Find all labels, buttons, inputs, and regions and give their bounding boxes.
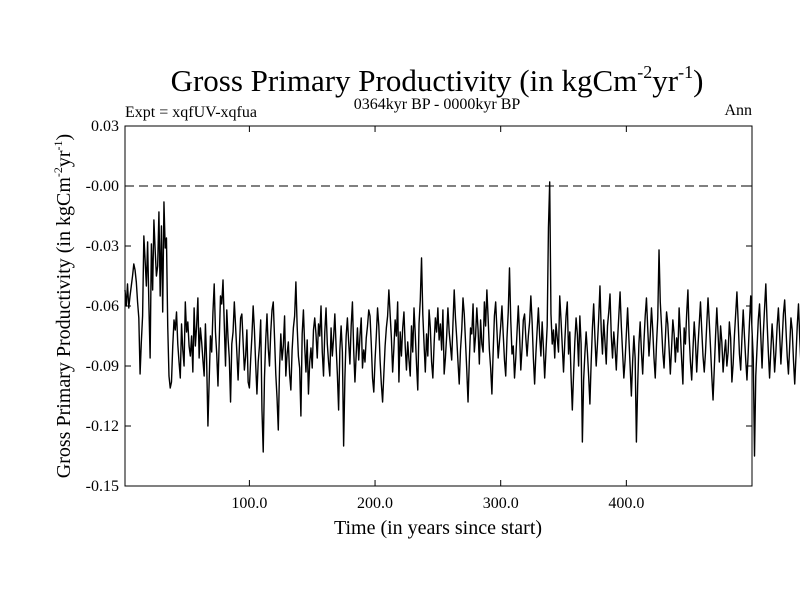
time-range-label: 0364kyr BP - 0000kyr BP bbox=[354, 96, 521, 113]
chart-title: Gross Primary Productivity (in kgCm-2yr-… bbox=[171, 62, 704, 98]
y-tick-label: -0.06 bbox=[86, 298, 119, 315]
gpp-series-line bbox=[124, 181, 800, 457]
x-tick-label: 400.0 bbox=[608, 495, 644, 512]
experiment-label: Expt = xqfUV-xqfua bbox=[125, 104, 257, 121]
x-tick-label: 200.0 bbox=[357, 495, 393, 512]
y-axis-label: Gross Primary Productivity (in kgCm-2yr-… bbox=[51, 134, 75, 478]
y-tick-label: -0.15 bbox=[86, 478, 119, 495]
y-tick-label: -0.00 bbox=[86, 178, 119, 195]
x-axis-label: Time (in years since start) bbox=[334, 517, 542, 539]
y-tick-label: -0.12 bbox=[86, 418, 119, 435]
y-tick-label: -0.09 bbox=[86, 358, 119, 375]
y-tick-label: -0.03 bbox=[86, 238, 119, 255]
x-axis-ticks: 100.0 200.0 300.0 400.0 bbox=[231, 126, 644, 512]
y-axis-ticks: 0.03 -0.00 -0.03 -0.06 -0.09 -0.12 -0.15 bbox=[86, 118, 752, 495]
x-tick-label: 300.0 bbox=[483, 495, 519, 512]
y-tick-label: 0.03 bbox=[91, 118, 119, 135]
x-tick-label: 100.0 bbox=[231, 495, 267, 512]
season-label: Ann bbox=[724, 102, 752, 119]
